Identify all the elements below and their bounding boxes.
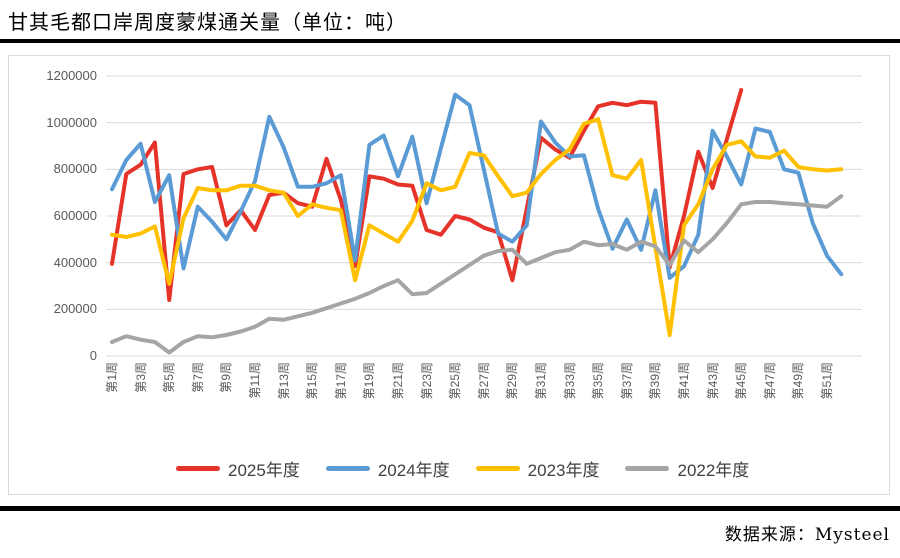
x-axis-tick-label: 第5周 [162, 362, 177, 393]
legend-line-swatch [176, 466, 220, 471]
y-axis-tick-label: 1000000 [46, 114, 97, 130]
x-axis-tick-label: 第7周 [190, 362, 205, 393]
x-axis-tick-label: 第19周 [362, 362, 377, 400]
series-line-2025年度 [110, 88, 744, 302]
x-axis-tick-label: 第45周 [734, 362, 749, 400]
title-divider-rule [0, 39, 900, 43]
legend-item-2025年度: 2025年度 [176, 456, 300, 481]
x-axis-tick-label: 第29周 [505, 362, 520, 400]
series-line-2024年度 [110, 92, 844, 280]
x-axis-tick-label: 第25周 [448, 362, 463, 400]
footer-divider-rule [0, 506, 900, 511]
series-line-2022年度 [110, 194, 844, 355]
x-axis-tick-label: 第51周 [820, 362, 834, 400]
y-axis-tick-label: 1200000 [46, 68, 97, 83]
series-line-2023年度 [110, 117, 844, 337]
x-axis-tick-label: 第21周 [391, 362, 405, 400]
x-axis-tick-label: 第15周 [305, 362, 320, 400]
y-axis-tick-label: 0 [89, 348, 97, 363]
y-axis-tick-label: 400000 [53, 254, 97, 270]
x-axis-tick-label: 第9周 [219, 362, 234, 393]
x-axis-tick-label: 第31周 [534, 362, 548, 400]
chart-legend: 2025年度 2024年度 2023年度 2022年度 [176, 456, 749, 481]
data-source-text: 数据来源：Mysteel [724, 525, 890, 545]
page-title: 甘其毛都口岸周度蒙煤通关量（单位：吨） [8, 10, 407, 34]
y-axis-tick-label: 600000 [53, 208, 97, 223]
x-axis-tick-label: 第37周 [619, 362, 634, 400]
legend-line-swatch [625, 466, 670, 471]
x-axis-tick-label: 第11周 [248, 362, 262, 399]
chart-frame [8, 55, 890, 495]
legend-item-2024年度: 2024年度 [325, 456, 450, 481]
x-axis-tick-label: 第49周 [791, 362, 806, 400]
x-axis-tick-label: 第39周 [648, 362, 663, 400]
x-axis-tick-label: 第43周 [705, 362, 720, 400]
y-axis-tick-label: 200000 [53, 301, 97, 317]
x-axis-tick-label: 第17周 [333, 362, 348, 400]
legend-label: 2024年度 [377, 461, 450, 480]
x-axis-tick-label: 第47周 [762, 362, 777, 400]
legend-item-2023年度: 2023年度 [475, 456, 600, 481]
x-axis-tick-label: 第13周 [276, 362, 291, 400]
legend-label: 2022年度 [677, 461, 750, 480]
legend-label: 2023年度 [527, 461, 600, 480]
x-axis-tick-label: 第33周 [562, 362, 577, 400]
legend-line-swatch [325, 466, 370, 471]
x-axis-tick-label: 第23周 [419, 362, 434, 400]
x-axis-tick-label: 第41周 [677, 362, 691, 400]
legend-label: 2025年度 [228, 461, 300, 480]
x-axis-tick-label: 第3周 [133, 362, 148, 393]
x-axis-tick-label: 第27周 [476, 362, 491, 400]
y-axis-tick-label: 800000 [53, 161, 97, 177]
x-axis-tick-label: 第1周 [105, 362, 119, 393]
legend-line-swatch [475, 466, 520, 471]
legend-item-2022年度: 2022年度 [625, 456, 749, 481]
x-axis-tick-label: 第35周 [591, 362, 606, 400]
